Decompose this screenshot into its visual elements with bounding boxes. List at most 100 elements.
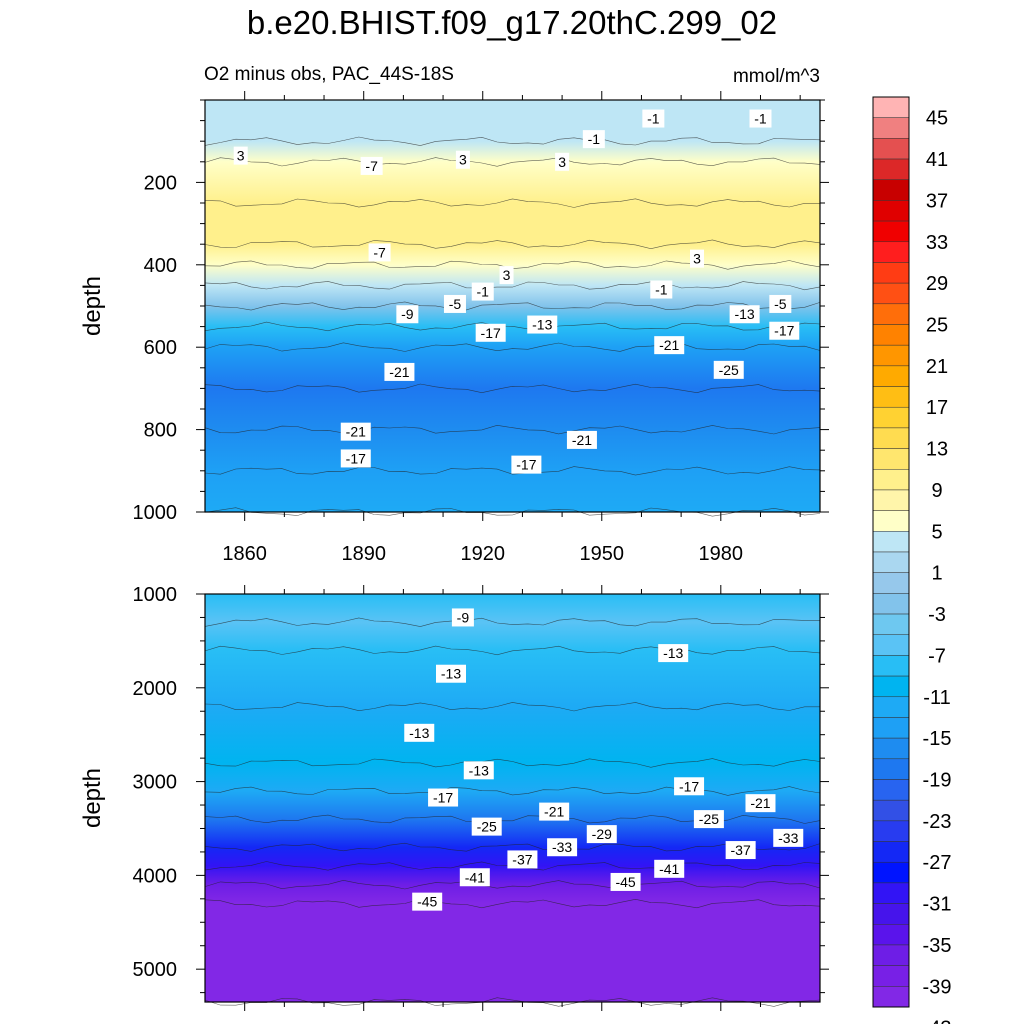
contour-label: 3 xyxy=(558,154,566,170)
colorbar-box xyxy=(872,241,910,263)
contour-label: -21 xyxy=(572,432,592,448)
colorbar-label: 17 xyxy=(926,397,948,419)
contour-label-box xyxy=(340,449,371,468)
colorbar-box xyxy=(872,469,910,491)
colorbar-label: -15 xyxy=(923,728,952,750)
contour-label-box xyxy=(471,282,494,301)
contour-label: -13 xyxy=(409,725,429,741)
contour-label: -13 xyxy=(469,762,489,778)
contour-label: -25 xyxy=(719,362,739,378)
contour-label-box xyxy=(539,802,570,821)
contour-line xyxy=(204,239,821,250)
contour-label-box xyxy=(610,872,641,891)
colorbar-label: 25 xyxy=(926,315,948,337)
contour-label: -29 xyxy=(592,826,612,842)
y-tick-label: 600 xyxy=(144,337,177,359)
lower-panel: 10002000300040005000depth-9-13-13-13-13-… xyxy=(79,584,829,1011)
contour-label: -37 xyxy=(731,842,751,858)
y-tick-label: 4000 xyxy=(133,865,178,887)
contour-line xyxy=(204,157,821,167)
colorbar-box xyxy=(872,841,910,863)
contour-label: -7 xyxy=(365,158,378,174)
colorbar-box xyxy=(872,386,910,408)
y-tick-label: 1000 xyxy=(133,584,178,606)
units-label: mmol/m^3 xyxy=(732,66,820,87)
contour-line xyxy=(204,786,821,796)
contour-label-box xyxy=(368,243,391,262)
colorbar-label: -39 xyxy=(923,976,952,998)
colorbar-label: -19 xyxy=(923,770,952,792)
colorbar-box xyxy=(872,944,910,966)
colorbar-box xyxy=(872,200,910,222)
x-tick-label: 1920 xyxy=(460,543,505,565)
contour-line xyxy=(204,898,821,909)
colorbar-box xyxy=(872,634,910,656)
contour-line xyxy=(204,281,821,291)
contour-label: -33 xyxy=(552,839,572,855)
colorbar-box xyxy=(872,986,910,1008)
colorbar-box xyxy=(872,138,910,160)
colorbar-box xyxy=(872,531,910,553)
colorbar-label: 1 xyxy=(931,563,942,585)
contour-label-box xyxy=(749,109,772,128)
colorbar-box xyxy=(872,365,910,387)
colorbar-box xyxy=(872,406,910,429)
contour-label: -1 xyxy=(588,131,601,147)
contour-label: -7 xyxy=(373,244,386,260)
contour-line xyxy=(204,424,821,435)
contour-line xyxy=(204,702,820,712)
colorbar-box xyxy=(872,675,910,698)
contour-line xyxy=(204,301,821,311)
contour-label: -9 xyxy=(401,306,414,322)
contour-label: -1 xyxy=(647,111,660,127)
contour-lines xyxy=(204,617,821,1007)
contour-label: -13 xyxy=(441,666,461,682)
chart-subtitle: O2 minus obs, PAC_44S-18S xyxy=(204,64,454,85)
contour-label-box xyxy=(745,794,776,813)
contour-label: 3 xyxy=(237,148,245,164)
contour-label-box xyxy=(769,294,792,313)
field-fill xyxy=(205,594,820,1002)
contour-label: -17 xyxy=(516,457,536,473)
colorbar-box xyxy=(872,262,910,284)
colorbar-label: 45 xyxy=(926,108,948,130)
contour-label-box xyxy=(547,838,578,857)
colorbar-label: 41 xyxy=(926,149,948,171)
contour-label: -13 xyxy=(532,317,552,333)
contour-label: -13 xyxy=(734,306,754,322)
contour-line xyxy=(204,645,821,656)
colorbar-box xyxy=(872,903,910,925)
contour-label: -17 xyxy=(433,790,453,806)
contour-line xyxy=(204,136,821,146)
contour-label-box xyxy=(582,130,605,149)
contour-label: -33 xyxy=(778,830,798,846)
colorbar-box xyxy=(872,572,910,594)
colorbar-box xyxy=(872,696,910,718)
field-fill xyxy=(205,100,820,512)
contour-label-box xyxy=(475,323,506,342)
colorbar-frame xyxy=(872,96,910,1008)
colorbar-box xyxy=(872,758,910,780)
x-ticks xyxy=(244,585,801,1011)
contour-label: -21 xyxy=(659,337,679,353)
y-tick-label: 400 xyxy=(144,255,177,277)
colorbar-label: 13 xyxy=(926,439,948,461)
contour-label: -21 xyxy=(750,795,770,811)
plot-frame xyxy=(204,593,821,1003)
contour-label-box xyxy=(436,664,466,683)
colorbar-box xyxy=(872,613,910,635)
colorbar-label: 37 xyxy=(926,190,948,212)
contour-label-box xyxy=(511,455,542,474)
colorbar-box xyxy=(872,510,910,532)
contour-label: -1 xyxy=(477,284,490,300)
contour-line xyxy=(204,466,821,476)
contour-label-box xyxy=(555,152,570,171)
colorbar-box xyxy=(872,737,910,760)
contour-label: -25 xyxy=(477,819,497,835)
contour-line xyxy=(204,198,820,208)
colorbar-label: -27 xyxy=(923,852,952,874)
contour-label-box xyxy=(769,321,800,340)
y-axis-label: depth xyxy=(79,768,106,828)
contour-label: -13 xyxy=(663,645,683,661)
contour-label-box xyxy=(396,305,419,324)
